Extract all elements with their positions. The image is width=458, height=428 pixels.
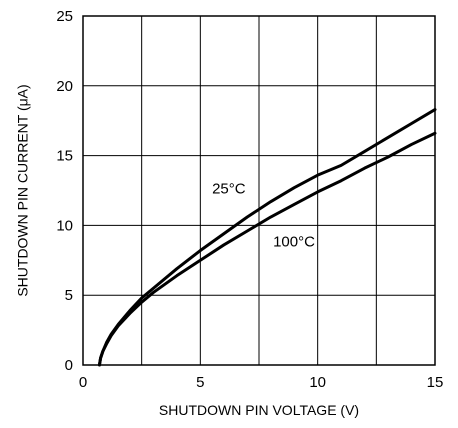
series-line-100c	[97, 131, 437, 367]
plot-frame	[82, 15, 436, 366]
x-tick-label: 15	[427, 374, 444, 391]
y-axis-label: SHUTDOWN PIN CURRENT (μA)	[15, 84, 31, 296]
x-tick-label: 5	[196, 374, 204, 391]
y-tick-label: 5	[65, 287, 73, 304]
annotation-label-25c: 25°C	[212, 180, 246, 197]
y-tick-label: 25	[56, 8, 73, 25]
annotation-label-100c: 100°C	[273, 233, 315, 250]
y-tick-label: 10	[56, 217, 73, 234]
series-lines	[97, 108, 437, 367]
series-line-25c	[97, 108, 437, 367]
series-annotations: 25°C 100°C	[212, 180, 315, 250]
tick-labels: 0 5 10 15 0 5 10 15 20 25	[56, 8, 443, 391]
y-tick-label: 15	[56, 148, 73, 165]
y-tick-label: 20	[56, 78, 73, 95]
x-tick-label: 10	[309, 374, 326, 391]
grid	[83, 16, 435, 365]
y-tick-label: 0	[65, 357, 73, 374]
x-tick-label: 0	[79, 374, 87, 391]
x-axis-label: SHUTDOWN PIN VOLTAGE (V)	[159, 402, 359, 418]
